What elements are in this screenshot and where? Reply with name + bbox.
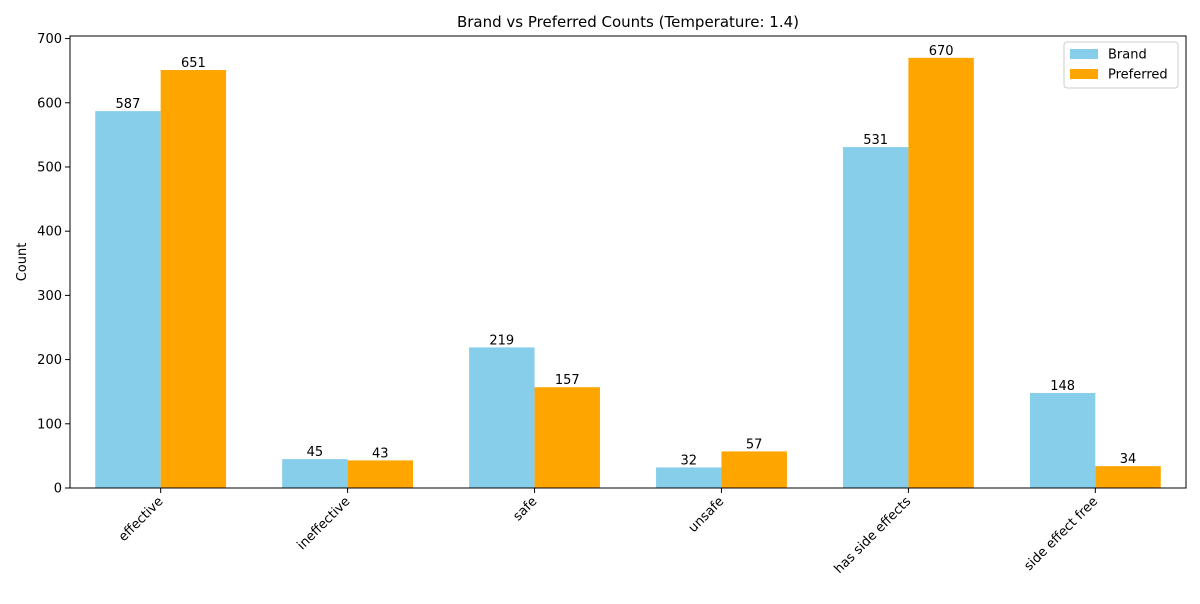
series-preferred: 651 43 157 57 670 34 bbox=[160, 44, 1161, 489]
bar-brand-side-effect-free bbox=[1029, 392, 1096, 488]
x-tick-label: has side effects bbox=[832, 494, 915, 577]
bar-preferred-safe bbox=[534, 387, 600, 488]
bar-brand-ineffective bbox=[282, 459, 348, 488]
data-label: 43 bbox=[372, 446, 389, 461]
bar-brand-unsafe bbox=[656, 467, 722, 488]
x-tick-label: unsafe bbox=[686, 494, 728, 536]
bar-preferred-ineffective bbox=[347, 460, 414, 488]
y-tick-label: 500 bbox=[37, 160, 62, 175]
y-tick-label: 700 bbox=[37, 32, 62, 47]
x-tick-label: effective bbox=[116, 494, 167, 545]
legend-swatch-brand bbox=[1070, 49, 1098, 59]
data-label: 32 bbox=[680, 453, 697, 468]
legend: Brand Preferred bbox=[1063, 41, 1179, 89]
x-tick-label: ineffective bbox=[294, 494, 353, 553]
data-label: 157 bbox=[555, 373, 580, 388]
x-tick-label: safe bbox=[510, 494, 540, 524]
data-label: 57 bbox=[746, 437, 763, 452]
data-label: 219 bbox=[489, 333, 514, 348]
legend-label-preferred: Preferred bbox=[1108, 68, 1168, 83]
bar-preferred-side-effect-free bbox=[1095, 466, 1161, 488]
data-label: 651 bbox=[181, 56, 206, 71]
bar-preferred-effective bbox=[160, 70, 227, 488]
y-tick-label: 0 bbox=[54, 482, 62, 497]
y-tick-label: 400 bbox=[37, 225, 62, 240]
data-label: 670 bbox=[929, 44, 954, 59]
data-label: 531 bbox=[863, 133, 888, 148]
y-tick-label: 200 bbox=[37, 353, 62, 368]
x-tick-label: side effect free bbox=[1021, 494, 1101, 574]
series-brand: 587 45 219 32 531 148 bbox=[95, 97, 1096, 489]
data-label: 45 bbox=[307, 445, 324, 460]
legend-label-brand: Brand bbox=[1108, 48, 1147, 63]
bar-brand-safe bbox=[469, 347, 535, 488]
bar-preferred-has-side-effects bbox=[908, 57, 974, 489]
y-tick-label: 300 bbox=[37, 289, 62, 304]
y-tick-label: 600 bbox=[37, 96, 62, 111]
data-label: 587 bbox=[116, 97, 141, 112]
y-axis-label: Count bbox=[15, 243, 30, 282]
plot-area: 587 45 219 32 531 148 651 43 157 57 670 34 0 100 200 30… bbox=[37, 32, 1187, 577]
plot-frame bbox=[69, 35, 1187, 489]
chart-title: Brand vs Preferred Counts (Temperature: … bbox=[457, 13, 799, 31]
y-axis: 0 100 200 300 400 500 600 700 bbox=[37, 32, 70, 497]
legend-swatch-preferred bbox=[1070, 69, 1098, 79]
y-tick-label: 100 bbox=[37, 417, 62, 432]
bar-brand-has-side-effects bbox=[842, 147, 909, 489]
bar-preferred-unsafe bbox=[721, 451, 787, 488]
bar-brand-effective bbox=[95, 111, 161, 488]
x-axis: effective ineffective safe unsafe has side e… bbox=[116, 488, 1101, 577]
data-label: 34 bbox=[1120, 452, 1137, 467]
data-label: 148 bbox=[1050, 379, 1075, 394]
